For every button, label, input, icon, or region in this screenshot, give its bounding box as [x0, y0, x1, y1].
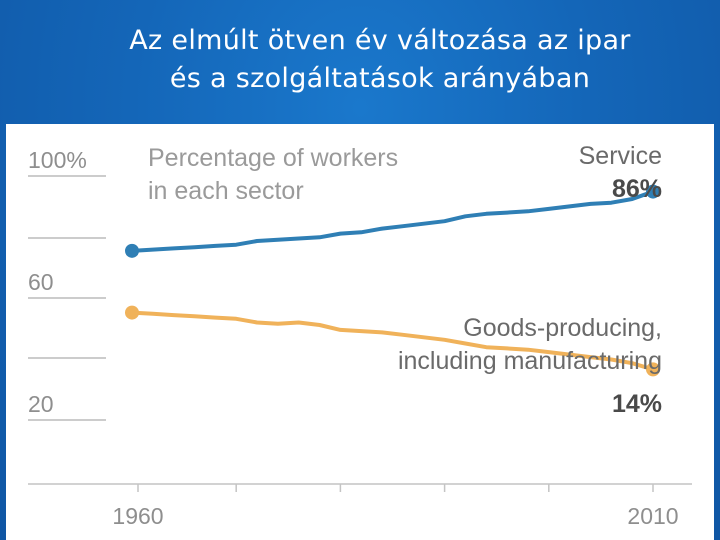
series-end-point	[646, 362, 660, 377]
y-tick-label: 100%	[28, 147, 87, 173]
x-tick-label: 1960	[112, 503, 163, 529]
chart-title-line: in each sector	[148, 177, 304, 205]
series-name-label: including manufacturing	[398, 347, 662, 375]
series-name-label: Goods-producing,	[463, 314, 662, 342]
slide-title-line-1: Az elmúlt ötven év változása az ipar	[129, 25, 631, 56]
y-tick-label: 60	[28, 269, 54, 295]
series-end-value-label: 14%	[612, 390, 662, 418]
series-start-point	[125, 305, 139, 320]
slide-title: Az elmúlt ötven év változása az ipar és …	[0, 22, 720, 98]
series-start-point	[125, 243, 139, 258]
series-end-value-label: 86%	[612, 175, 662, 203]
chart-panel: 100% 60 20 1960 2010 Percentage of workers in …	[6, 124, 714, 540]
slide-title-line-2: és a szolgáltatások arányában	[169, 63, 591, 94]
x-tick-label: 2010	[627, 503, 678, 529]
chart-title-line: Percentage of workers	[148, 144, 398, 172]
series-line	[131, 189, 654, 253]
series-name-label: Service	[579, 142, 662, 170]
y-tick-label: 20	[28, 391, 54, 417]
series-end-point	[646, 184, 660, 199]
line-chart: 100% 60 20 1960 2010 Percentage of workers in …	[28, 142, 692, 529]
series-line	[131, 310, 654, 372]
